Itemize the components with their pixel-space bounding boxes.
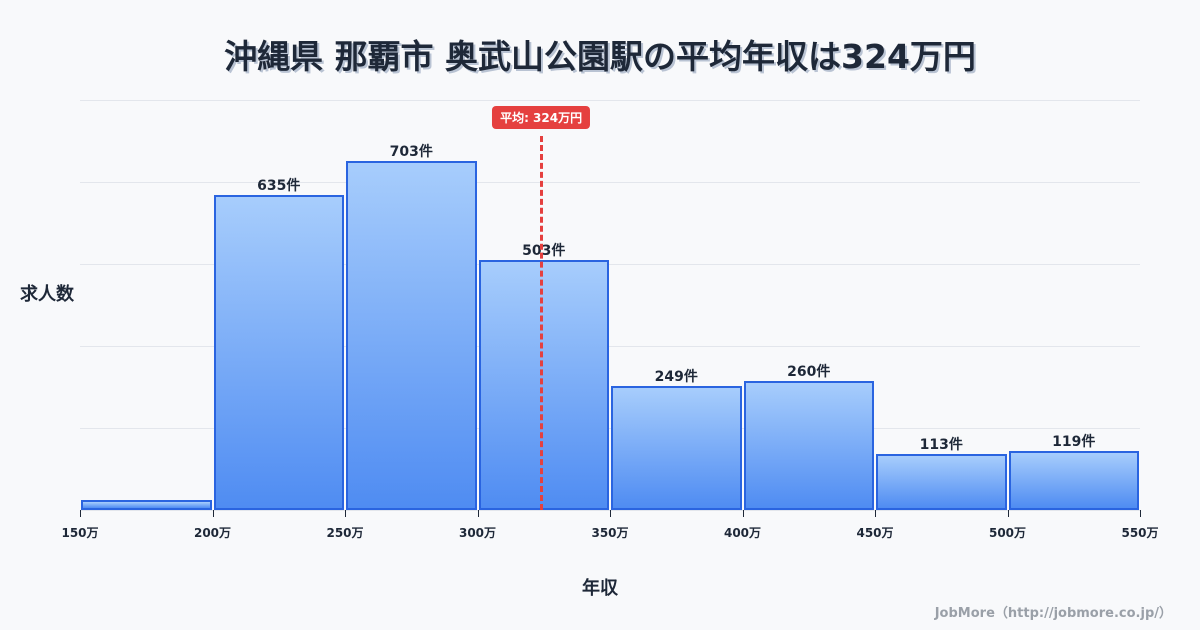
histogram-bar — [478, 260, 609, 510]
source-credit: JobMore（http://jobmore.co.jp/） — [934, 606, 1172, 621]
x-tick-label: 400万 — [723, 526, 762, 540]
gridline — [80, 100, 1140, 101]
bar-value-label: 260件 — [787, 363, 831, 380]
plot-area: 635件 703件 503件 249件 260件 113件 119件 150万 200万 250万… — [61, 100, 1159, 540]
x-tick-label: 250万 — [326, 526, 364, 540]
x-tick — [212, 510, 214, 517]
x-tick — [80, 510, 81, 517]
x-tick — [875, 510, 876, 517]
x-tick — [345, 510, 346, 517]
x-tick — [477, 510, 479, 517]
histogram-bar — [213, 194, 344, 510]
bar-value-label: 503件 — [522, 243, 566, 260]
x-tick — [1007, 510, 1009, 517]
chart-title: 沖縄県 那覇市 奥武山公園駅の平均年収は324万円 — [224, 37, 976, 76]
x-tick-label: 300万 — [458, 526, 497, 540]
gridline — [80, 428, 1140, 429]
average-badge: 平均: 324万円 — [492, 106, 591, 129]
x-tick-label: 450万 — [856, 526, 894, 540]
histogram-bar — [346, 161, 477, 510]
bar-value-label: 635件 — [257, 177, 301, 194]
x-tick-label: 350万 — [591, 526, 629, 540]
x-tick — [610, 510, 611, 517]
x-tick-label: 500万 — [988, 526, 1027, 540]
histogram-bar — [1008, 450, 1139, 510]
x-tick-label: 200万 — [193, 526, 232, 540]
x-tick — [742, 510, 744, 517]
bar-value-label: 703件 — [389, 144, 433, 161]
y-axis-label: 求人数 — [20, 284, 74, 305]
bar-value-label: 249件 — [654, 369, 698, 386]
x-tick — [1140, 510, 1141, 517]
histogram-bar — [611, 386, 742, 510]
gridline — [80, 182, 1140, 183]
x-tick-label: 550万 — [1121, 526, 1159, 540]
histogram-bar — [81, 500, 212, 510]
x-axis-label: 年収 — [582, 578, 618, 599]
bar-value-label: 119件 — [1052, 433, 1096, 450]
gridline — [80, 346, 1140, 347]
bar-value-label: 113件 — [919, 436, 963, 453]
histogram-bar — [743, 380, 874, 510]
average-line — [539, 136, 543, 510]
gridline — [80, 264, 1140, 265]
histogram-bar — [876, 453, 1007, 510]
x-tick-label: 150万 — [61, 526, 99, 540]
